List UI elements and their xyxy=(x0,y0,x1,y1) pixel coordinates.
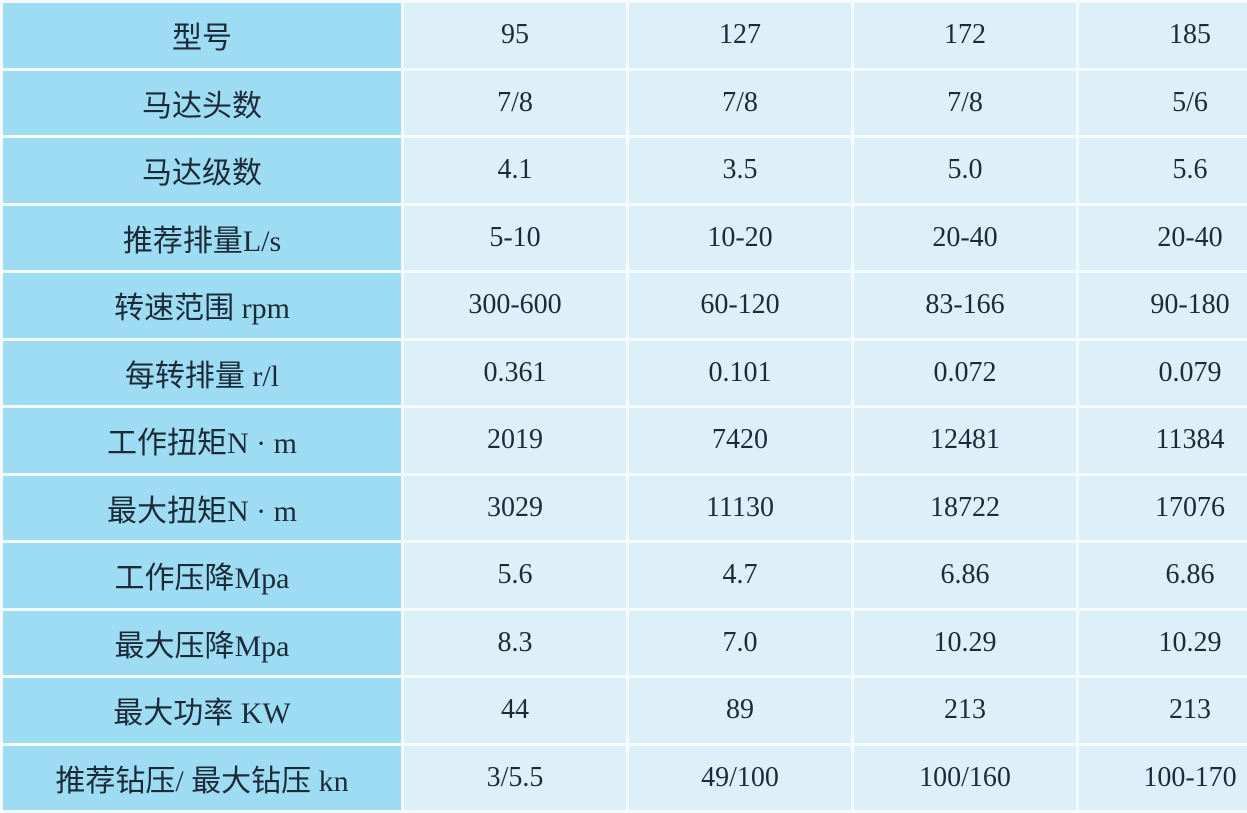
value-cell: 3/5.5 xyxy=(401,742,629,813)
value-cell: 49/100 xyxy=(626,742,854,813)
value-cell: 8.3 xyxy=(401,607,629,678)
table-row: 型号 95 127 172 185 xyxy=(0,0,1247,71)
table-row: 工作压降Mpa 5.6 4.7 6.86 6.86 xyxy=(0,540,1247,611)
row-label-cell: 推荐钻压/ 最大钻压 kn xyxy=(0,742,404,813)
value-cell: 20-40 xyxy=(1076,202,1247,273)
value-cell: 4.1 xyxy=(401,135,629,206)
value-cell: 89 xyxy=(626,675,854,746)
value-cell: 20-40 xyxy=(851,202,1079,273)
table-row: 最大压降Mpa 8.3 7.0 10.29 10.29 xyxy=(0,607,1247,678)
value-cell: 5.0 xyxy=(851,135,1079,206)
value-cell: 100/160 xyxy=(851,742,1079,813)
table-row: 马达级数 4.1 3.5 5.0 5.6 xyxy=(0,135,1247,206)
value-cell: 172 xyxy=(851,0,1079,71)
table-row: 最大扭矩N · m 3029 11130 18722 17076 xyxy=(0,472,1247,543)
value-cell: 5-10 xyxy=(401,202,629,273)
value-cell: 0.079 xyxy=(1076,337,1247,408)
value-cell: 18722 xyxy=(851,472,1079,543)
value-cell: 90-180 xyxy=(1076,270,1247,341)
row-label-cell: 最大功率 KW xyxy=(0,675,404,746)
value-cell: 5.6 xyxy=(1076,135,1247,206)
value-cell: 0.361 xyxy=(401,337,629,408)
value-cell: 7.0 xyxy=(626,607,854,678)
row-label-cell: 推荐排量L/s xyxy=(0,202,404,273)
row-label-cell: 马达头数 xyxy=(0,67,404,138)
table-row: 马达头数 7/8 7/8 7/8 5/6 xyxy=(0,67,1247,138)
value-cell: 7420 xyxy=(626,405,854,476)
table-row: 推荐钻压/ 最大钻压 kn 3/5.5 49/100 100/160 100-170 xyxy=(0,742,1247,813)
value-cell: 10-20 xyxy=(626,202,854,273)
value-cell: 5.6 xyxy=(401,540,629,611)
value-cell: 185 xyxy=(1076,0,1247,71)
value-cell: 3029 xyxy=(401,472,629,543)
value-cell: 3.5 xyxy=(626,135,854,206)
row-label-cell: 最大压降Mpa xyxy=(0,607,404,678)
value-cell: 2019 xyxy=(401,405,629,476)
value-cell: 17076 xyxy=(1076,472,1247,543)
value-cell: 100-170 xyxy=(1076,742,1247,813)
value-cell: 300-600 xyxy=(401,270,629,341)
value-cell: 7/8 xyxy=(626,67,854,138)
row-label-cell: 型号 xyxy=(0,0,404,71)
value-cell: 4.7 xyxy=(626,540,854,611)
table-row: 工作扭矩N · m 2019 7420 12481 11384 xyxy=(0,405,1247,476)
row-label-cell: 转速范围 rpm xyxy=(0,270,404,341)
table-row: 最大功率 KW 44 89 213 213 xyxy=(0,675,1247,746)
row-label-cell: 每转排量 r/l xyxy=(0,337,404,408)
value-cell: 83-166 xyxy=(851,270,1079,341)
table-row: 每转排量 r/l 0.361 0.101 0.072 0.079 xyxy=(0,337,1247,408)
value-cell: 95 xyxy=(401,0,629,71)
table-row: 转速范围 rpm 300-600 60-120 83-166 90-180 xyxy=(0,270,1247,341)
table-row: 推荐排量L/s 5-10 10-20 20-40 20-40 xyxy=(0,202,1247,273)
value-cell: 213 xyxy=(1076,675,1247,746)
value-cell: 7/8 xyxy=(851,67,1079,138)
value-cell: 12481 xyxy=(851,405,1079,476)
row-label-cell: 马达级数 xyxy=(0,135,404,206)
value-cell: 11130 xyxy=(626,472,854,543)
row-label-cell: 工作扭矩N · m xyxy=(0,405,404,476)
value-cell: 0.101 xyxy=(626,337,854,408)
row-label-cell: 工作压降Mpa xyxy=(0,540,404,611)
value-cell: 213 xyxy=(851,675,1079,746)
value-cell: 10.29 xyxy=(1076,607,1247,678)
value-cell: 5/6 xyxy=(1076,67,1247,138)
value-cell: 44 xyxy=(401,675,629,746)
value-cell: 6.86 xyxy=(1076,540,1247,611)
value-cell: 6.86 xyxy=(851,540,1079,611)
row-label-cell: 最大扭矩N · m xyxy=(0,472,404,543)
value-cell: 10.29 xyxy=(851,607,1079,678)
value-cell: 11384 xyxy=(1076,405,1247,476)
value-cell: 0.072 xyxy=(851,337,1079,408)
value-cell: 7/8 xyxy=(401,67,629,138)
value-cell: 127 xyxy=(626,0,854,71)
value-cell: 60-120 xyxy=(626,270,854,341)
